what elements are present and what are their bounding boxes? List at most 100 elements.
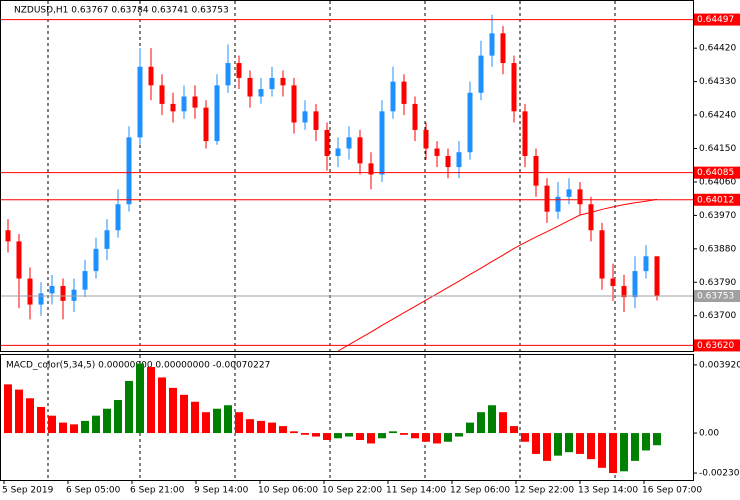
candle-body: [478, 55, 484, 93]
y-tick-label: 0.64330: [699, 77, 736, 87]
macd-bar: [499, 412, 507, 434]
macd-bar: [334, 433, 342, 439]
x-tick-label: 11 Sep 14:00: [386, 486, 446, 496]
candle-body: [203, 107, 209, 142]
candle-body: [247, 77, 253, 97]
candle-body: [16, 241, 22, 279]
y-tick-label: 0.63880: [699, 244, 736, 254]
candle-body: [115, 204, 121, 231]
macd-bar: [312, 433, 320, 437]
candle-body: [467, 92, 473, 153]
candle-body: [522, 111, 528, 156]
candle-body: [368, 163, 374, 175]
candle-body: [643, 256, 649, 272]
macd-bar: [521, 433, 529, 442]
macd-frame: [0, 354, 694, 481]
candle-body: [137, 66, 143, 138]
candle-body: [390, 81, 396, 112]
macd-bar: [114, 400, 122, 434]
macd-bar: [191, 401, 199, 434]
candle-body: [214, 85, 220, 142]
macd-bar: [246, 419, 254, 434]
macd-bar: [587, 433, 595, 460]
macd-bar: [455, 433, 463, 437]
candle-body: [621, 285, 627, 298]
macd-bar: [235, 412, 243, 434]
macd-bar: [609, 433, 617, 474]
x-tick-label: 10 Sep 22:00: [322, 486, 382, 496]
macd-bar: [180, 394, 188, 434]
candle-body: [335, 148, 341, 156]
macd-bar: [92, 415, 100, 434]
level-label: 0.63620: [697, 341, 734, 351]
macd-bar: [257, 420, 265, 434]
x-tick-label: 6 Sep 05:00: [66, 486, 121, 496]
macd-bar: [620, 433, 628, 472]
macd-bar: [642, 433, 650, 451]
candle-body: [302, 111, 308, 123]
macd-bar: [37, 406, 45, 434]
macd-bar: [26, 398, 34, 434]
macd-bar: [389, 431, 397, 434]
macd-bar: [48, 415, 56, 434]
x-tick-label: 12 Sep 06:00: [450, 486, 510, 496]
macd-bar: [543, 433, 551, 461]
y2-tick-label: 0.00: [699, 429, 719, 439]
candle-body: [379, 111, 385, 175]
candle-body: [60, 285, 66, 301]
macd-bar: [136, 363, 144, 434]
macd-bar: [554, 433, 562, 456]
macd-bar: [400, 433, 408, 435]
macd-bar: [422, 433, 430, 442]
candle-body: [445, 155, 451, 168]
macd-bar: [147, 366, 155, 434]
y-tick-label: 0.63700: [699, 311, 736, 321]
candle-body: [500, 33, 506, 64]
main-frame: [0, 0, 694, 352]
macd-bar: [631, 433, 639, 461]
candle-body: [291, 85, 297, 123]
macd-bar: [70, 424, 78, 434]
candle-body: [566, 189, 572, 197]
candle-body: [555, 196, 561, 212]
candle-body: [236, 63, 242, 78]
candle-body: [280, 77, 286, 86]
macd-bar: [653, 433, 661, 446]
macd-bar: [433, 433, 441, 444]
macd-bar: [488, 405, 496, 434]
y-tick-label: 0.63970: [699, 211, 736, 221]
candle-body: [489, 33, 495, 56]
macd-bar: [598, 433, 606, 468]
macd-bar: [356, 433, 364, 441]
y2-tick-label: -0.0023000: [699, 469, 740, 479]
x-tick-label: 12 Sep 22:00: [514, 486, 574, 496]
candle-body: [423, 129, 429, 149]
level-label: 0.64012: [697, 195, 734, 205]
macd-bar: [268, 422, 276, 434]
y-tick-label: 0.64060: [699, 177, 736, 187]
macd-bar: [103, 408, 111, 434]
macd-bar: [290, 431, 298, 434]
candle-body: [533, 155, 539, 186]
y-tick-label: 0.64240: [699, 111, 736, 121]
candle-body: [269, 77, 275, 90]
candle-body: [170, 103, 176, 112]
candle-body: [313, 111, 319, 130]
candle-body: [577, 189, 583, 205]
candle-body: [71, 289, 77, 301]
candle-body: [588, 204, 594, 231]
candle-body: [412, 103, 418, 130]
x-tick-label: 13 Sep 14:00: [578, 486, 638, 496]
candle-body: [511, 63, 517, 112]
macd-bar: [213, 408, 221, 434]
macd-bar: [59, 422, 67, 434]
chart-title: NZDUSD,H1 0.63767 0.63784 0.63741 0.6375…: [14, 6, 229, 16]
level-box: [694, 290, 740, 303]
y-tick-label: 0.63790: [699, 278, 736, 288]
x-tick-label: 10 Sep 06:00: [258, 486, 318, 496]
macd-bar: [576, 433, 584, 454]
macd-bar: [125, 380, 133, 434]
candle-body: [456, 152, 462, 168]
candle-body: [324, 129, 330, 156]
